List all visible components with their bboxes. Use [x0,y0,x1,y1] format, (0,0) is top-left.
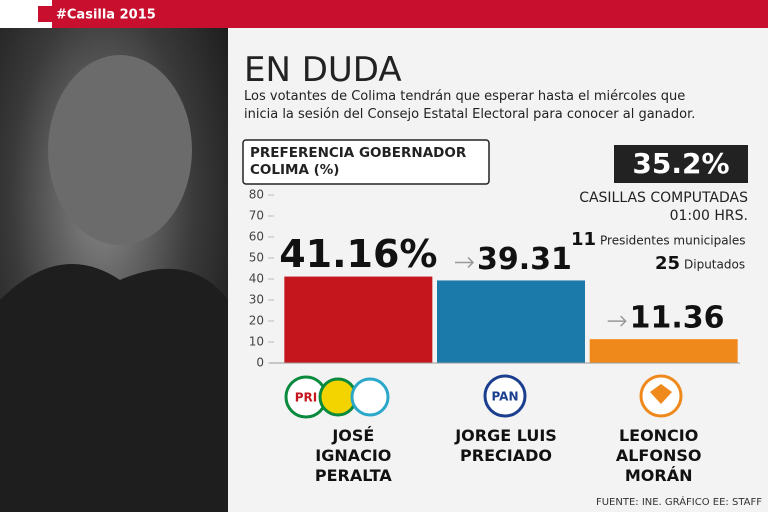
summary: Los votantes de Colima tendrán que esper… [244,89,696,122]
bar [437,280,585,363]
candidate-name: JOSÉ IGNACIO PERALTA [314,426,392,485]
y-tick-label: 40 [249,272,264,286]
y-tick-label: 60 [249,230,264,244]
logo-pri-text: PRI [295,391,318,405]
stat-percent: 35.2% [632,147,729,180]
stat-item: Presidentes municipales [600,234,746,248]
stat-box [614,145,748,183]
bar [284,276,433,363]
value-label: 41.16% [279,232,437,276]
candidate-name: JORGE LUIS PRECIADO [455,426,557,465]
headline: EN DUDA [244,50,402,90]
chart-title-box [242,139,490,185]
y-tick-label: 80 [249,188,264,202]
header-icon [38,6,52,22]
photo-face [48,55,192,245]
y-tick-label: 0 [256,356,264,370]
logo-pan-text: PAN [491,390,518,404]
value-label: 39.31 [477,242,572,277]
y-tick-label: 20 [249,314,264,328]
stat-label: CASILLAS COMPUTADAS [579,190,748,206]
source: FUENTE: INE. GRÁFICO EE: STAFF [596,495,762,508]
arrow [455,256,475,268]
logo-alianza [350,377,390,417]
arrow [607,315,627,327]
y-tick-label: 10 [249,335,264,349]
header-tag: #Casilla 2015 [56,8,156,23]
stat-count: 11 [571,229,596,250]
y-tick-label: 50 [249,251,264,265]
logo-mc-eagle [650,384,672,404]
stat-time: 01:00 HRS. [670,208,748,224]
value-label: 11.36 [630,301,725,336]
header-bar [0,0,768,28]
stat-count: 25 [655,253,680,274]
y-tick-label: 70 [249,209,264,223]
photo-body [0,264,228,512]
stat-item: Diputados [684,258,745,272]
candidate-name: LEONCIO ALFONSO MORÁN [615,426,702,485]
y-tick-label: 30 [249,293,264,307]
logo-pan [483,374,527,418]
bar [589,339,738,363]
chart-title: PREFERENCIA GOBERNADOR COLIMA (%) [250,145,467,178]
